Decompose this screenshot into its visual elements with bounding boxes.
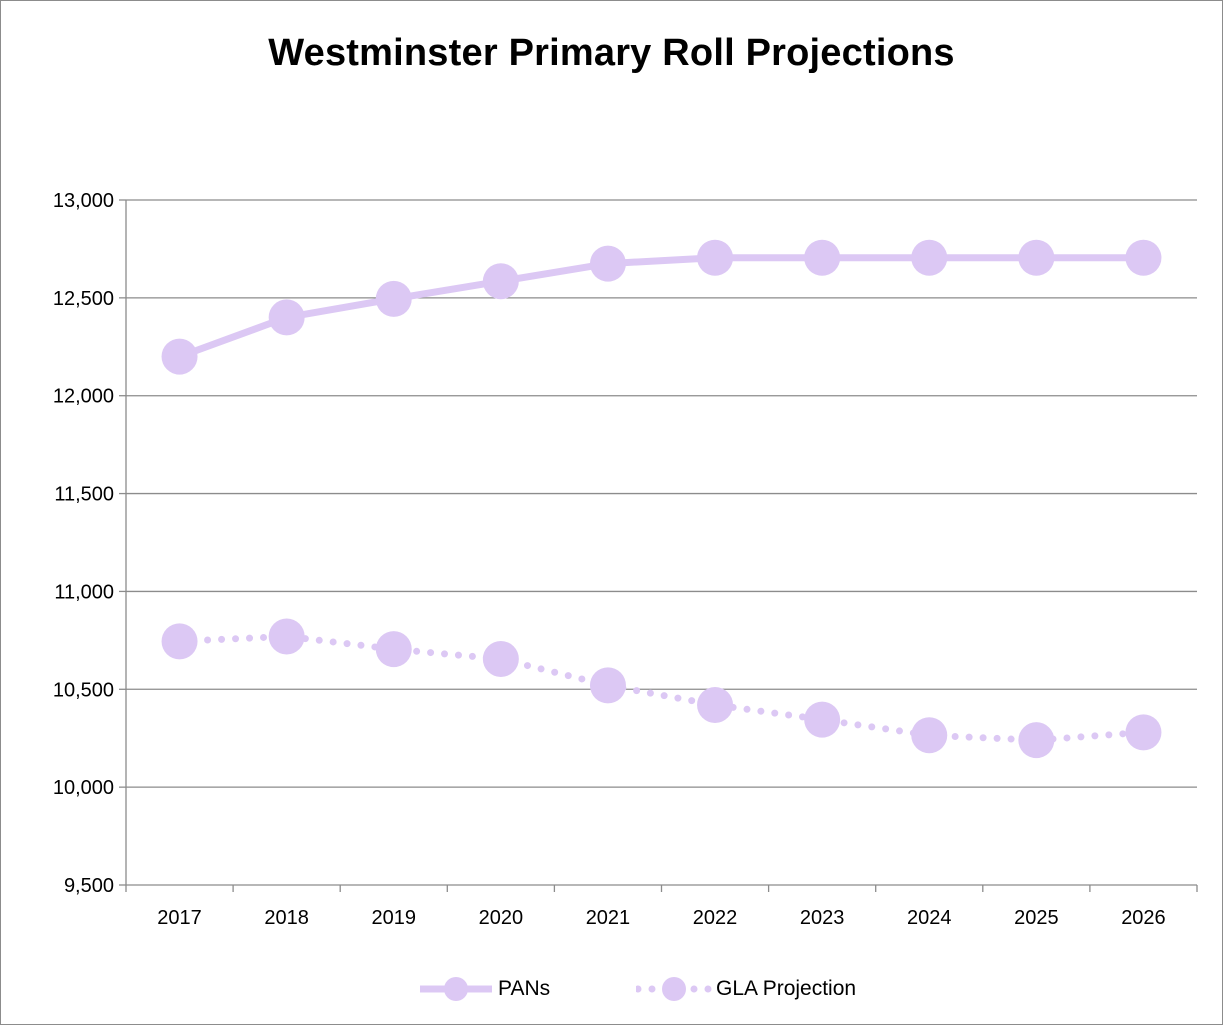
data-point-pans-2018 <box>268 299 305 336</box>
x-tick-label-2021: 2021 <box>586 907 631 929</box>
series-line-gla-projection <box>176 632 1147 744</box>
data-point-pans-2019 <box>375 280 412 317</box>
x-axis: 2017 2018 2019 2020 2021 2022 2023 2024 2025 2026 <box>125 884 1198 929</box>
legend-item-gla-projection: GLA Projection <box>636 974 856 1004</box>
data-point-gla-projection-2022 <box>697 686 734 723</box>
data-point-pans-2017 <box>161 338 198 375</box>
gridlines <box>126 199 1197 788</box>
data-point-pans-2024 <box>911 239 948 276</box>
x-tick-label-2017: 2017 <box>157 907 202 929</box>
y-tick-label-13000: 13,000 <box>53 190 114 212</box>
x-tick-label-2018: 2018 <box>264 907 309 929</box>
x-tick-label-2022: 2022 <box>693 907 738 929</box>
legend-swatch-pans <box>420 977 492 1001</box>
data-point-gla-projection-2021 <box>589 667 626 704</box>
y-tick-label-9500: 9,500 <box>64 875 114 897</box>
legend-item-pans: PANs <box>418 974 550 1004</box>
y-tick-label-10500: 10,500 <box>53 679 114 701</box>
data-point-pans-2023 <box>804 239 841 276</box>
chart-legend: PANs GLA Projection <box>0 974 1223 1004</box>
series-gla-projection <box>161 618 1162 759</box>
data-point-gla-projection-2026 <box>1125 714 1162 751</box>
y-tick-label-12000: 12,000 <box>53 386 114 408</box>
y-tick-label-10000: 10,000 <box>53 777 114 799</box>
y-axis: 9,500 10,000 10,500 11,000 11,500 12,000 12,50… <box>53 190 127 897</box>
data-point-gla-projection-2024 <box>911 717 948 754</box>
data-point-gla-projection-2018 <box>268 618 305 655</box>
data-point-gla-projection-2017 <box>161 623 198 660</box>
y-tick-label-12500: 12,500 <box>53 288 114 310</box>
data-point-gla-projection-2019 <box>375 631 412 668</box>
data-point-pans-2026 <box>1125 239 1162 276</box>
data-point-pans-2022 <box>697 239 734 276</box>
x-tick-label-2026: 2026 <box>1121 907 1166 929</box>
data-point-pans-2025 <box>1018 239 1055 276</box>
data-point-gla-projection-2023 <box>804 701 841 738</box>
data-point-gla-projection-2025 <box>1018 722 1055 759</box>
x-tick-label-2025: 2025 <box>1014 907 1059 929</box>
data-point-pans-2021 <box>589 245 626 282</box>
series-pans <box>161 239 1162 375</box>
data-point-pans-2020 <box>482 263 519 300</box>
x-tick-label-2020: 2020 <box>479 907 524 929</box>
legend-label-pans: PANs <box>498 977 551 1000</box>
series-line-pans <box>176 254 1147 361</box>
x-tick-label-2024: 2024 <box>907 907 952 929</box>
y-tick-label-11000: 11,000 <box>54 581 114 603</box>
x-tick-label-2019: 2019 <box>372 907 417 929</box>
legend-label-gla-projection: GLA Projection <box>716 977 857 1000</box>
legend-swatch-gla-projection <box>636 977 712 1001</box>
x-tick-label-2023: 2023 <box>800 907 845 929</box>
y-tick-label-11500: 11,500 <box>54 484 114 506</box>
chart-title: Westminster Primary Roll Projections <box>268 32 955 74</box>
data-point-gla-projection-2020 <box>482 640 519 677</box>
